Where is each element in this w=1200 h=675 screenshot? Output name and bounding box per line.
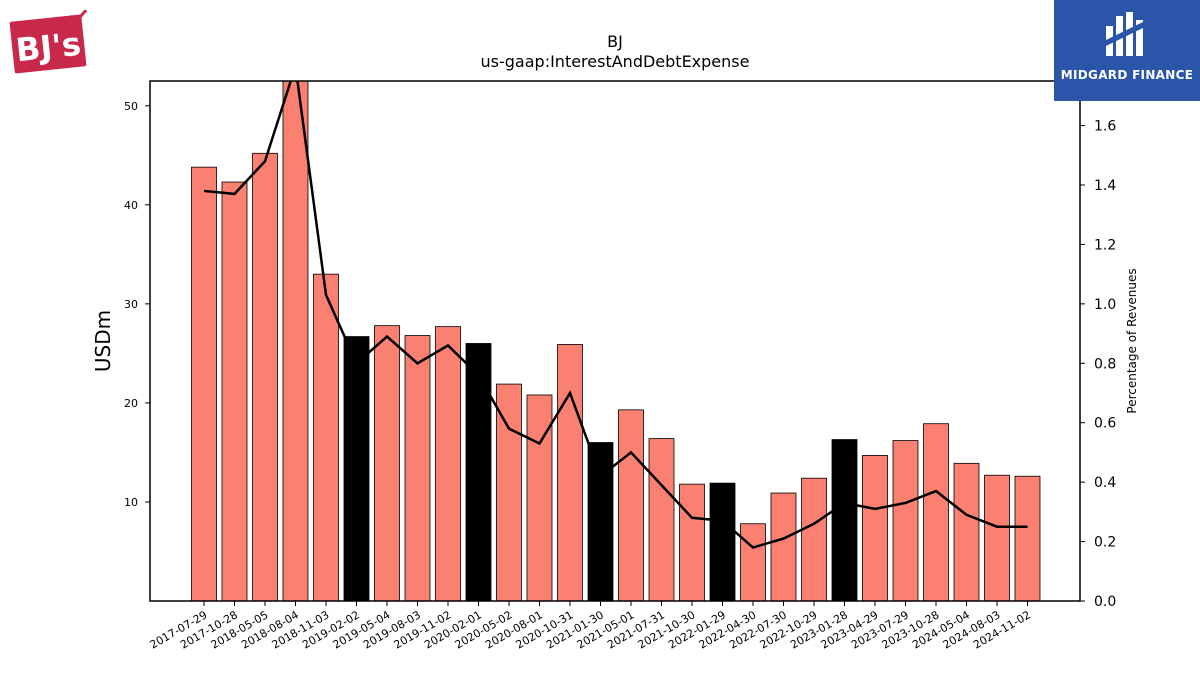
y-axis-label: USDm bbox=[91, 310, 115, 372]
y2-tick-label-0.8: 0.8 bbox=[1094, 356, 1116, 372]
bar-2021-07-31 bbox=[648, 438, 675, 601]
bar-2020-10-31 bbox=[557, 344, 583, 601]
y-tick-label-20: 20 bbox=[124, 397, 138, 410]
bar-2023-07-29 bbox=[892, 440, 919, 601]
bar-2024-11-02 bbox=[1014, 475, 1041, 601]
chart-subtitle: us-gaap:InterestAndDebtExpense bbox=[480, 52, 750, 71]
bar-2024-05-04 bbox=[953, 462, 980, 601]
midgard-finance-logo: MIDGARD FINANCE bbox=[1054, 0, 1200, 101]
revenue-percentage-line bbox=[203, 81, 1028, 549]
bar-2021-01-30 bbox=[587, 442, 614, 601]
chart-title: BJ bbox=[607, 32, 623, 51]
y2-tick-label-0.6: 0.6 bbox=[1094, 416, 1116, 432]
bjs-logo: BJ's bbox=[8, 9, 88, 78]
y2-tick-label-0.2: 0.2 bbox=[1094, 535, 1116, 551]
bar-2019-05-04 bbox=[374, 325, 400, 601]
y2-tick-label-1.4: 1.4 bbox=[1094, 178, 1116, 194]
bar-2023-01-28 bbox=[831, 439, 858, 601]
bar-2019-11-02 bbox=[435, 326, 461, 601]
bar-2021-05-01 bbox=[618, 409, 644, 601]
bar-2023-10-28 bbox=[923, 423, 949, 601]
bar-2022-07-30 bbox=[770, 492, 797, 601]
y2-axis-label: Percentage of Revenues bbox=[1125, 268, 1139, 413]
bar-2018-08-04 bbox=[282, 81, 309, 601]
y-tick-label-30: 30 bbox=[124, 298, 138, 311]
y-tick-label-50: 50 bbox=[124, 100, 138, 113]
bar-2018-11-03 bbox=[313, 273, 339, 601]
bar-2022-01-29 bbox=[709, 482, 736, 601]
bar-2018-05-05 bbox=[252, 152, 278, 601]
bar-2023-04-29 bbox=[862, 454, 888, 601]
svg-text:BJ's: BJ's bbox=[14, 25, 83, 70]
bar-2019-02-02 bbox=[343, 336, 370, 601]
bar-2020-08-01 bbox=[526, 394, 553, 601]
midgard-emblem-icon bbox=[1106, 12, 1143, 56]
bar-2020-02-01 bbox=[465, 343, 492, 601]
bar-2021-10-30 bbox=[679, 483, 705, 601]
y-tick-label-40: 40 bbox=[124, 199, 138, 212]
plot-frame bbox=[149, 80, 1081, 602]
y-tick-label-10: 10 bbox=[124, 496, 138, 509]
bar-2017-10-28 bbox=[221, 181, 248, 601]
bar-2022-10-29 bbox=[801, 477, 827, 601]
bar-2020-05-02 bbox=[496, 383, 522, 601]
y2-tick-label-1.2: 1.2 bbox=[1094, 237, 1116, 253]
y2-tick-label-0.0: 0.0 bbox=[1094, 594, 1116, 610]
bar-2024-08-03 bbox=[984, 474, 1010, 601]
bar-2017-07-29 bbox=[191, 166, 217, 601]
y2-tick-label-1.6: 1.6 bbox=[1094, 119, 1116, 135]
bar-2022-04-30 bbox=[740, 523, 766, 601]
midgard-logo-text: MIDGARD FINANCE bbox=[1060, 68, 1194, 82]
y2-tick-label-1.0: 1.0 bbox=[1094, 297, 1116, 313]
bar-2019-08-03 bbox=[404, 335, 431, 601]
y2-tick-label-0.4: 0.4 bbox=[1094, 475, 1116, 491]
